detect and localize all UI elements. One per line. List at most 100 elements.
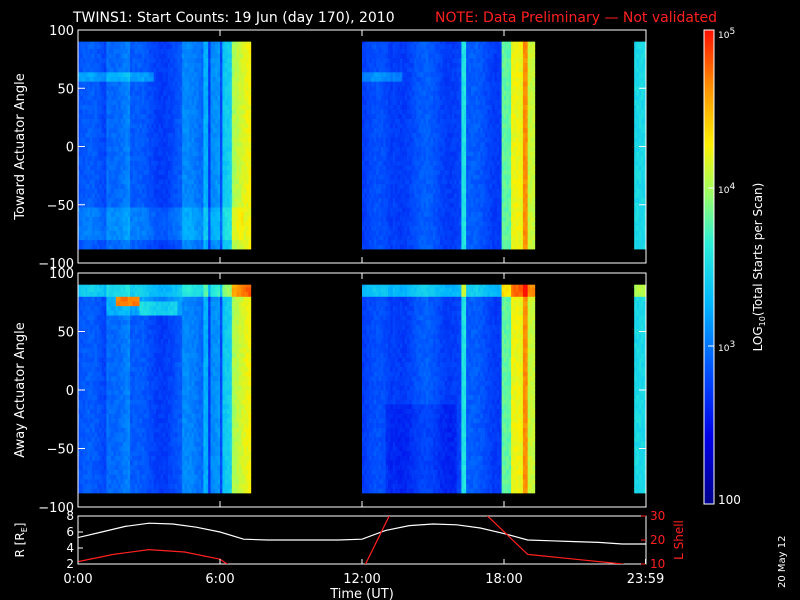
heatmap-cell [168,226,171,231]
heatmap-cell [185,72,188,77]
heatmap-cell [185,230,188,235]
heatmap-cell [185,91,188,96]
heatmap-cell [140,86,143,91]
heatmap-cell [151,100,154,105]
heatmap-cell [182,235,185,240]
heatmap-cell [400,179,403,184]
heatmap-cell [161,119,164,124]
heatmap-cell [201,226,204,231]
heatmap-cell [142,230,145,235]
heatmap-cell [388,95,391,100]
heatmap-cell [248,81,251,86]
heatmap-cell [450,137,453,142]
heatmap-cell [237,44,240,49]
heatmap-cell [154,188,157,193]
heatmap-cell [435,100,438,105]
heatmap-cell [428,179,431,184]
heatmap-cell [239,53,242,58]
heatmap-cell [232,202,235,207]
heatmap-cell [125,133,128,138]
heatmap-cell [383,123,386,128]
heatmap-cell [140,58,143,63]
heatmap-cell [232,128,235,133]
heatmap-cell [163,160,166,165]
heatmap-cell [409,151,412,156]
heatmap-cell [80,151,83,156]
heatmap-cell [144,212,147,217]
heatmap-cell [192,216,195,221]
heatmap-cell [158,212,161,217]
heatmap-cell [416,109,419,114]
heatmap-cell [128,109,131,114]
heatmap-cell [383,109,386,114]
heatmap-cell [234,188,237,193]
heatmap-cell [386,184,389,189]
heatmap-cell [135,202,138,207]
heatmap-cell [118,202,121,207]
heatmap-cell [421,128,424,133]
heatmap-cell [90,63,93,68]
heatmap-cell [106,193,109,198]
heatmap-cell [132,49,135,54]
heatmap-cell [405,202,408,207]
heatmap-cell [426,202,429,207]
heatmap-cell [102,226,105,231]
heatmap-cell [166,174,169,179]
heatmap-cell [161,188,164,193]
heatmap-cell [168,212,171,217]
heatmap-cell [421,184,424,189]
heatmap-cell [151,81,154,86]
heatmap-cell [379,156,382,161]
heatmap-cell [386,226,389,231]
heatmap-cell [87,147,90,152]
heatmap-cell [85,133,88,138]
heatmap-cell [208,128,211,133]
heatmap-cell [166,86,169,91]
heatmap-cell [137,170,140,175]
heatmap-cell [237,133,240,138]
heatmap-cell [149,142,152,147]
heatmap-cell [208,137,211,142]
heatmap-cell [398,202,401,207]
heatmap-cell [149,77,152,82]
heatmap-cell [390,86,393,91]
heatmap-cell [83,53,86,58]
heatmap-cell [166,133,169,138]
heatmap-cell [92,114,95,119]
heatmap-cell [173,95,176,100]
heatmap-cell [400,119,403,124]
heatmap-cell [220,91,223,96]
heatmap-cell [177,133,180,138]
heatmap-cell [232,207,235,212]
heatmap-cell [104,86,107,91]
heatmap-cell [393,44,396,49]
heatmap-cell [102,156,105,161]
heatmap-cell [383,91,386,96]
heatmap-cell [80,240,83,245]
heatmap-cell [166,128,169,133]
heatmap-cell [109,109,112,114]
heatmap-cell [388,160,391,165]
heatmap-cell [116,221,119,226]
heatmap-cell [97,151,100,156]
heatmap-cell [87,123,90,128]
heatmap-cell [95,165,98,170]
heatmap-cell [92,170,95,175]
heatmap-cell [442,188,445,193]
heatmap-cell [196,119,199,124]
heatmap-cell [158,81,161,86]
heatmap-cell [227,230,230,235]
heatmap-cell [109,235,112,240]
heatmap-cell [374,63,377,68]
heatmap-cell [215,42,218,45]
heatmap-cell [383,216,386,221]
heatmap-cell [433,235,436,240]
heatmap-cell [168,63,171,68]
heatmap-cell [412,72,415,77]
heatmap-cell [185,202,188,207]
heatmap-cell [445,230,448,235]
heatmap-cell [173,133,176,138]
heatmap-cell [109,100,112,105]
heatmap-cell [175,133,178,138]
heatmap-cell [85,123,88,128]
